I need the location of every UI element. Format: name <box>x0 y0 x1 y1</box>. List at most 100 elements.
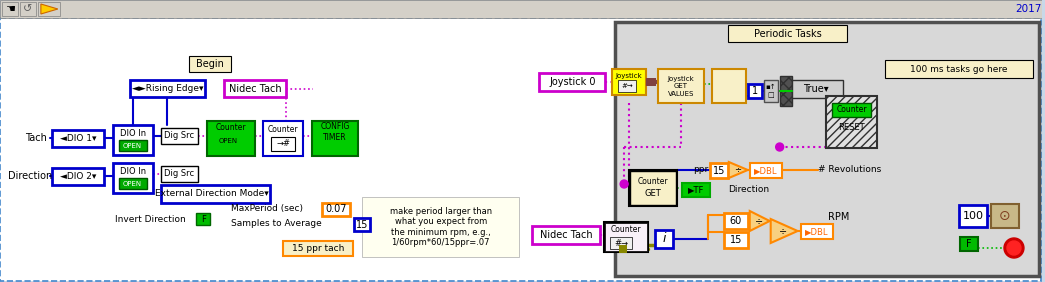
Text: F: F <box>201 215 206 224</box>
FancyBboxPatch shape <box>610 237 632 249</box>
Text: Joystick 0: Joystick 0 <box>549 77 596 87</box>
FancyBboxPatch shape <box>52 168 103 185</box>
Circle shape <box>620 180 628 188</box>
Text: i: i <box>663 232 666 246</box>
FancyBboxPatch shape <box>646 78 656 86</box>
Text: 60: 60 <box>729 216 742 226</box>
Text: ▶DBL: ▶DBL <box>753 166 777 175</box>
FancyBboxPatch shape <box>38 2 60 16</box>
Text: Samples to Average: Samples to Average <box>231 219 322 228</box>
FancyBboxPatch shape <box>724 213 748 229</box>
Text: # Revolutions: # Revolutions <box>817 166 881 175</box>
FancyBboxPatch shape <box>616 22 1039 276</box>
FancyBboxPatch shape <box>312 121 358 156</box>
Text: Direction: Direction <box>727 186 769 195</box>
Text: MaxPeriod (sec): MaxPeriod (sec) <box>231 204 303 213</box>
Text: ◄DIO 2▾: ◄DIO 2▾ <box>60 172 96 181</box>
Text: ☚: ☚ <box>5 4 15 14</box>
Text: GET
VALUES: GET VALUES <box>668 83 694 96</box>
Text: External Direction Mode▾: External Direction Mode▾ <box>156 190 270 199</box>
Text: Nidec Tach: Nidec Tach <box>229 83 281 94</box>
FancyBboxPatch shape <box>52 130 103 147</box>
Text: Counter: Counter <box>836 105 866 114</box>
FancyBboxPatch shape <box>826 96 878 148</box>
Circle shape <box>775 143 784 151</box>
Text: DIO In: DIO In <box>119 129 145 138</box>
Text: make period larger than
what you expect from
the minimum rpm, e.g.,
1/60rpm*60/1: make period larger than what you expect … <box>390 207 492 247</box>
Text: CONFIG
TIMER: CONFIG TIMER <box>321 122 350 142</box>
Text: GET: GET <box>645 188 661 197</box>
Text: ◄►Rising Edge▾: ◄►Rising Edge▾ <box>132 84 203 93</box>
Text: Tach: Tach <box>25 133 47 143</box>
Text: Counter: Counter <box>216 124 247 133</box>
FancyBboxPatch shape <box>322 203 350 216</box>
FancyBboxPatch shape <box>658 69 704 103</box>
Polygon shape <box>728 162 748 178</box>
FancyBboxPatch shape <box>630 171 676 205</box>
FancyBboxPatch shape <box>213 135 243 147</box>
Text: Dig Src: Dig Src <box>164 169 194 179</box>
Polygon shape <box>771 219 797 243</box>
FancyBboxPatch shape <box>629 170 677 206</box>
Text: 15 ppr tach: 15 ppr tach <box>292 244 344 253</box>
FancyBboxPatch shape <box>119 140 146 151</box>
FancyBboxPatch shape <box>539 73 605 91</box>
FancyBboxPatch shape <box>225 80 286 97</box>
FancyBboxPatch shape <box>612 69 646 95</box>
Text: Joystick: Joystick <box>668 76 694 82</box>
Text: OPEN: OPEN <box>123 142 142 149</box>
Text: 100 ms tasks go here: 100 ms tasks go here <box>910 65 1007 74</box>
Text: ppr: ppr <box>693 166 707 175</box>
Text: OPEN: OPEN <box>218 138 238 144</box>
FancyBboxPatch shape <box>0 18 1041 281</box>
Text: 0.07: 0.07 <box>325 204 347 215</box>
Text: ⊙: ⊙ <box>999 209 1011 223</box>
Text: Joystick: Joystick <box>616 73 643 79</box>
Text: Dig Src: Dig Src <box>164 131 194 140</box>
Polygon shape <box>41 4 57 14</box>
FancyBboxPatch shape <box>619 245 627 253</box>
FancyBboxPatch shape <box>800 224 833 239</box>
FancyBboxPatch shape <box>832 103 872 117</box>
Text: ÷: ÷ <box>754 216 763 226</box>
Text: Counter: Counter <box>611 226 642 235</box>
Text: 2017: 2017 <box>1016 4 1042 14</box>
FancyBboxPatch shape <box>655 230 673 248</box>
Text: ÷: ÷ <box>779 226 787 236</box>
Text: Nidec Tach: Nidec Tach <box>540 230 593 240</box>
FancyBboxPatch shape <box>263 121 303 156</box>
FancyBboxPatch shape <box>130 80 206 97</box>
Circle shape <box>1007 241 1021 255</box>
FancyBboxPatch shape <box>605 223 647 251</box>
FancyBboxPatch shape <box>959 205 988 227</box>
FancyBboxPatch shape <box>161 128 199 144</box>
Text: True▾: True▾ <box>803 84 829 94</box>
FancyBboxPatch shape <box>0 0 1042 18</box>
FancyBboxPatch shape <box>272 137 295 151</box>
FancyBboxPatch shape <box>362 197 519 257</box>
FancyBboxPatch shape <box>960 237 978 251</box>
Text: #→: #→ <box>614 239 628 248</box>
Text: Begin: Begin <box>196 59 225 69</box>
FancyBboxPatch shape <box>2 2 18 16</box>
FancyBboxPatch shape <box>161 166 199 182</box>
FancyBboxPatch shape <box>710 163 727 178</box>
FancyBboxPatch shape <box>885 60 1032 78</box>
FancyBboxPatch shape <box>727 25 847 42</box>
Text: 15: 15 <box>355 219 368 230</box>
Text: ↺: ↺ <box>23 4 32 14</box>
FancyBboxPatch shape <box>20 2 36 16</box>
FancyBboxPatch shape <box>780 76 792 106</box>
FancyBboxPatch shape <box>724 232 748 248</box>
Text: F: F <box>967 239 972 249</box>
FancyBboxPatch shape <box>283 241 353 256</box>
Text: →#: →# <box>276 140 291 149</box>
FancyBboxPatch shape <box>712 69 746 103</box>
Polygon shape <box>749 211 770 231</box>
Circle shape <box>1004 238 1024 258</box>
Text: OPEN: OPEN <box>123 180 142 186</box>
Text: Counter: Counter <box>637 177 669 186</box>
Text: Periodic Tasks: Periodic Tasks <box>753 29 821 39</box>
Text: ▶DBL: ▶DBL <box>805 227 829 236</box>
Text: 15: 15 <box>713 166 725 175</box>
